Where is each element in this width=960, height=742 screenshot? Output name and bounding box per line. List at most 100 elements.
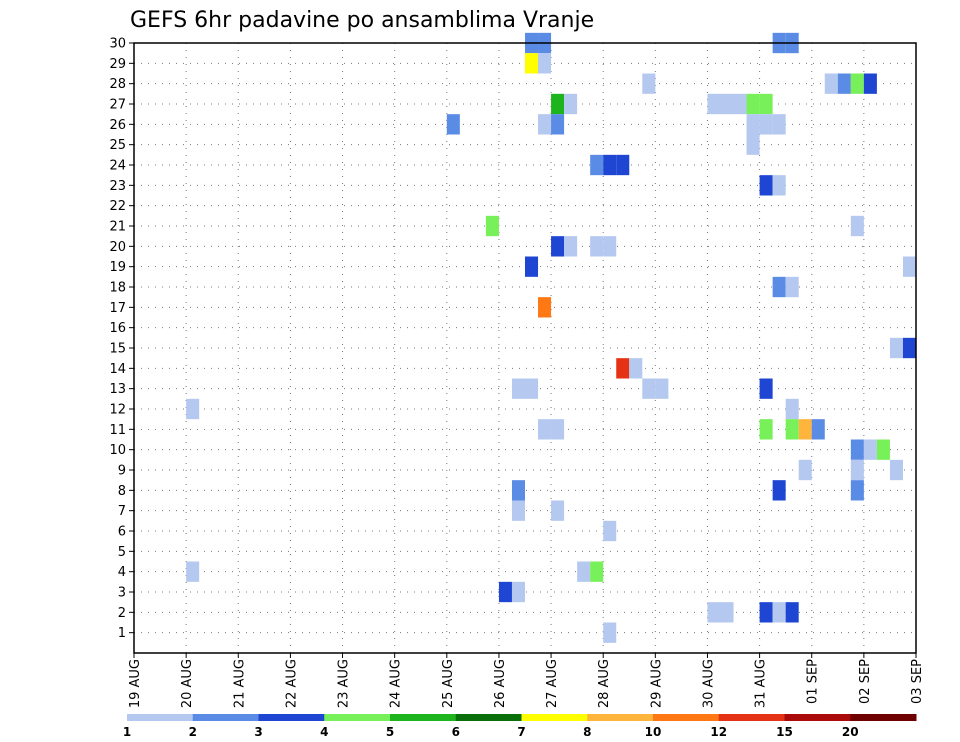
x-tick-label: 28 AUG bbox=[597, 659, 612, 708]
data-cells bbox=[186, 32, 916, 643]
y-tick-label: 17 bbox=[109, 301, 126, 316]
colorbar-segment bbox=[587, 714, 654, 721]
y-tick-label: 23 bbox=[109, 179, 126, 194]
x-tick-label: 26 AUG bbox=[493, 659, 508, 708]
precip-cell bbox=[772, 480, 786, 501]
colorbar-segment bbox=[258, 714, 325, 721]
y-tick-label: 12 bbox=[109, 403, 126, 418]
precip-cell bbox=[629, 358, 643, 379]
y-tick-label: 2 bbox=[118, 606, 126, 621]
precip-cell bbox=[785, 398, 799, 420]
y-tick-label: 5 bbox=[118, 545, 126, 560]
y-tick-label: 16 bbox=[109, 321, 126, 336]
y-tick-label: 30 bbox=[109, 37, 126, 52]
precip-cell bbox=[850, 480, 864, 501]
precip-cell bbox=[538, 297, 552, 318]
x-tick-label: 21 AUG bbox=[232, 659, 247, 708]
precip-cell bbox=[733, 93, 747, 115]
colorbar-segment bbox=[390, 714, 457, 721]
y-tick-label: 20 bbox=[109, 240, 126, 255]
colorbar-label: 8 bbox=[583, 725, 591, 739]
plot-frame bbox=[133, 42, 917, 654]
x-tick-label: 23 AUG bbox=[337, 659, 352, 708]
y-tick-label: 15 bbox=[109, 342, 126, 357]
precip-cell bbox=[655, 378, 669, 399]
x-tick-label: 25 AUG bbox=[441, 659, 456, 708]
precip-cell bbox=[551, 93, 565, 115]
colorbar-label: 7 bbox=[517, 725, 525, 739]
precip-cell bbox=[759, 602, 773, 623]
colorbar-segment bbox=[127, 714, 194, 721]
y-tick-label: 29 bbox=[109, 57, 126, 72]
precip-cell bbox=[707, 602, 721, 623]
y-tick-label: 21 bbox=[109, 220, 126, 235]
y-tick-label: 26 bbox=[109, 118, 126, 133]
y-tick-label: 25 bbox=[109, 138, 126, 153]
y-tick-label: 10 bbox=[109, 443, 126, 458]
grid bbox=[133, 42, 917, 653]
precip-cell bbox=[538, 419, 552, 440]
colorbar-segment bbox=[653, 714, 720, 721]
colorbar-segment bbox=[192, 714, 259, 721]
precip-cell bbox=[590, 561, 604, 582]
precip-cell bbox=[850, 73, 864, 94]
precip-cell bbox=[902, 256, 916, 277]
precip-cell bbox=[746, 134, 760, 155]
precip-cell bbox=[850, 215, 864, 237]
precip-cell bbox=[538, 114, 552, 135]
precip-cell bbox=[850, 439, 864, 460]
x-tick-label: 02 SEP bbox=[858, 659, 873, 704]
precip-cell bbox=[511, 500, 525, 521]
precip-cell bbox=[564, 93, 578, 115]
precip-cell bbox=[590, 154, 604, 176]
precip-cell bbox=[837, 73, 851, 94]
x-axis: 19 AUG 20 AUG 21 AUG 22 AUG 23 AUG 24 AUG 25 A… bbox=[128, 653, 925, 708]
precip-cell bbox=[720, 93, 734, 115]
x-tick-label: 22 AUG bbox=[284, 659, 299, 708]
precip-cell bbox=[446, 114, 460, 135]
x-tick-label: 27 AUG bbox=[545, 659, 560, 708]
precip-cell bbox=[564, 236, 578, 257]
y-tick-label: 4 bbox=[118, 565, 126, 580]
precip-cell bbox=[498, 581, 512, 603]
y-tick-label: 27 bbox=[109, 98, 126, 113]
precip-cell bbox=[759, 419, 773, 440]
precip-cell bbox=[485, 215, 499, 237]
precip-cell bbox=[642, 378, 656, 399]
chart-title: GEFS 6hr padavine po ansamblima Vranje bbox=[130, 8, 594, 33]
precip-cell bbox=[551, 114, 565, 135]
precip-cell bbox=[785, 419, 799, 440]
precip-cell bbox=[642, 73, 656, 94]
precip-cell bbox=[772, 114, 786, 135]
colorbar-label: 20 bbox=[842, 725, 859, 739]
y-tick-label: 7 bbox=[118, 504, 126, 519]
y-tick-label: 18 bbox=[109, 281, 126, 296]
colorbar-label: 2 bbox=[189, 725, 197, 739]
y-tick-label: 1 bbox=[118, 626, 126, 641]
y-tick-label: 9 bbox=[118, 464, 126, 479]
colorbar-label: 5 bbox=[386, 725, 394, 739]
precip-cell bbox=[186, 561, 200, 582]
colorbar-segment bbox=[850, 714, 917, 721]
precip-cell bbox=[577, 561, 591, 582]
colorbar-label: 12 bbox=[710, 725, 727, 739]
colorbar-segment bbox=[718, 714, 785, 721]
y-tick-label: 28 bbox=[109, 77, 126, 92]
x-tick-label: 19 AUG bbox=[128, 659, 143, 708]
precip-cell bbox=[720, 602, 734, 623]
x-tick-label: 29 AUG bbox=[649, 659, 664, 708]
colorbar: 1 2 3 4 5 6 7 8 10 12 15 20 bbox=[123, 714, 917, 739]
precip-cell bbox=[798, 419, 812, 440]
precip-cell bbox=[785, 602, 799, 623]
precip-cell bbox=[759, 93, 773, 115]
colorbar-label: 3 bbox=[254, 725, 262, 739]
precip-cell bbox=[525, 53, 539, 74]
precip-cell bbox=[863, 439, 877, 460]
precip-cell bbox=[538, 53, 552, 74]
precip-cell bbox=[603, 622, 617, 643]
precip-cell bbox=[511, 378, 525, 399]
precip-cell bbox=[746, 93, 760, 115]
precip-cell bbox=[616, 358, 630, 379]
precip-cell bbox=[759, 175, 773, 196]
y-tick-label: 24 bbox=[109, 159, 126, 174]
